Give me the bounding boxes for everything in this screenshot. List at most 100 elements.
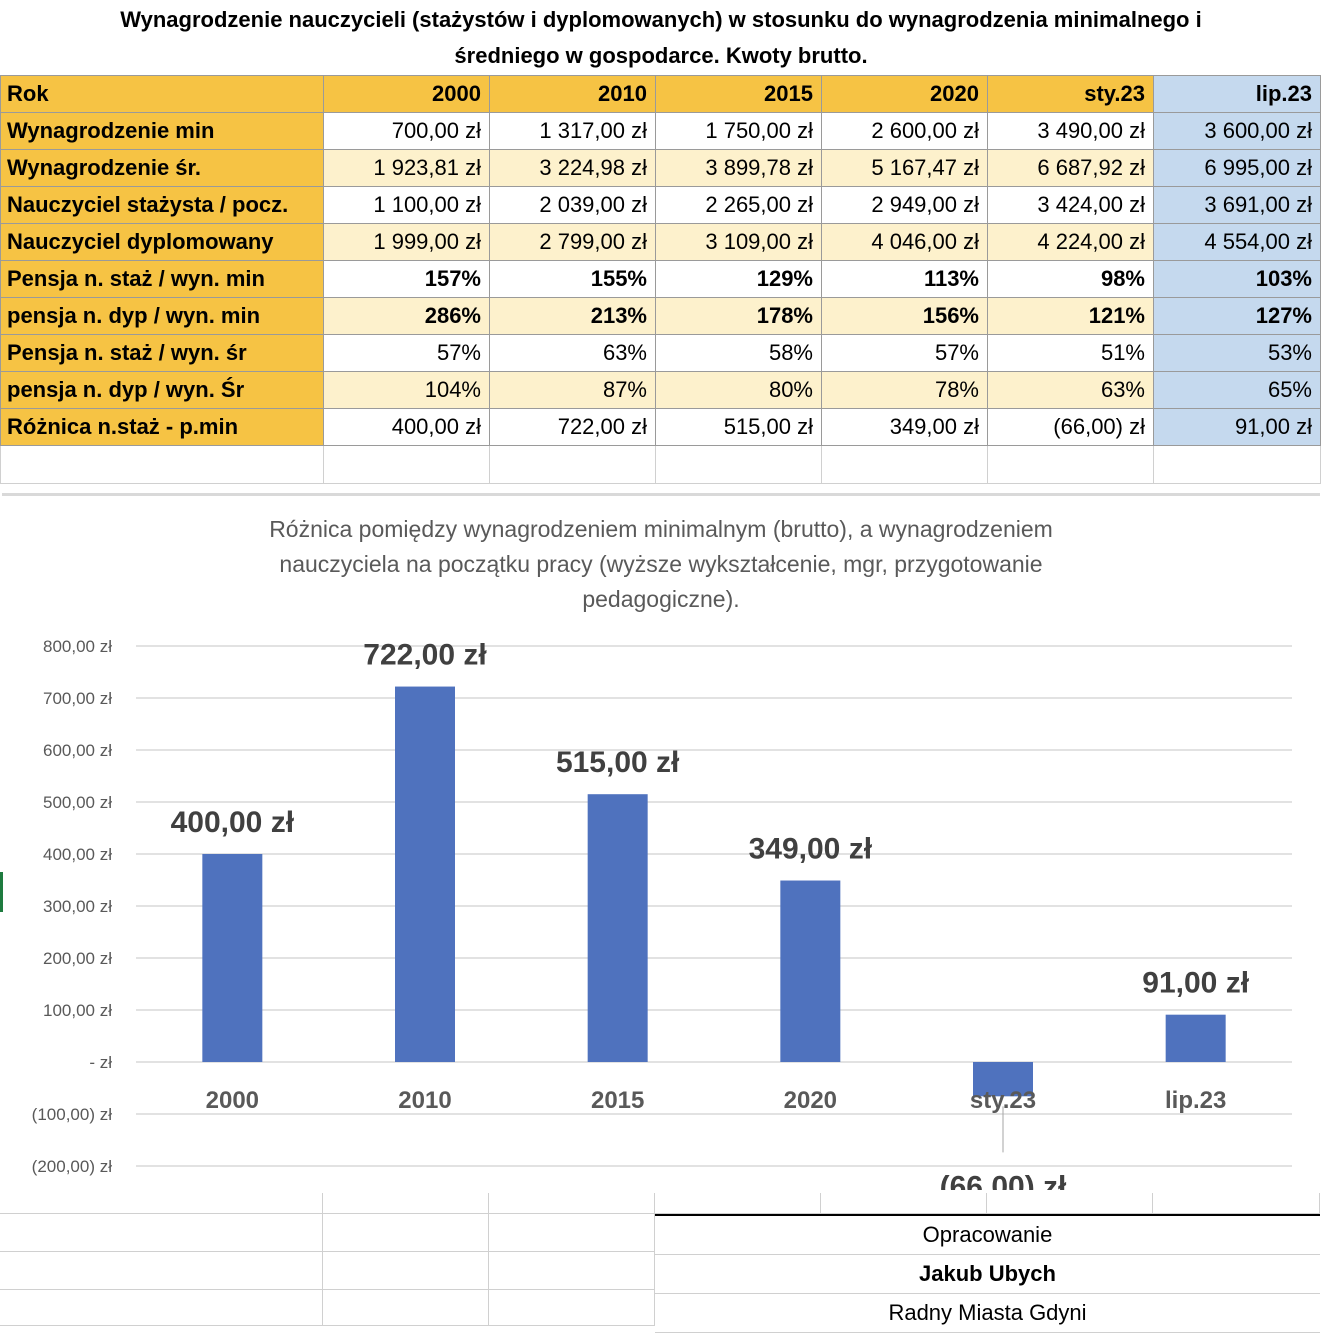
empty-cell[interactable] [1153, 445, 1321, 484]
table-cell[interactable]: 98% [987, 260, 1154, 298]
table-cell[interactable]: 127% [1153, 297, 1321, 335]
table-cell[interactable]: 2 949,00 zł [821, 186, 988, 224]
table-cell[interactable]: 113% [821, 260, 988, 298]
table-cell[interactable]: 3 691,00 zł [1153, 186, 1321, 224]
empty-cell[interactable] [323, 1252, 489, 1290]
chart-title-line-2: nauczyciela na początku pracy (wyższe wy… [279, 551, 1043, 577]
author-name[interactable]: Jakub Ubych [655, 1255, 1320, 1294]
table-cell[interactable]: 156% [821, 297, 988, 335]
header-cell[interactable]: sty.23 [987, 75, 1154, 113]
empty-cell[interactable] [0, 1290, 323, 1326]
table-cell[interactable]: 51% [987, 334, 1154, 372]
empty-cell[interactable] [323, 1290, 489, 1326]
table-cell[interactable]: 91,00 zł [1153, 408, 1321, 446]
empty-cell[interactable] [655, 1193, 821, 1214]
empty-cell[interactable] [323, 1193, 489, 1214]
table-cell[interactable]: 80% [655, 371, 822, 409]
table-cell[interactable]: 57% [323, 334, 490, 372]
header-cell[interactable]: Rok [0, 75, 324, 113]
table-cell[interactable]: 87% [489, 371, 656, 409]
row-label[interactable]: Pensja n. staż / wyn. śr [0, 334, 324, 372]
table-cell[interactable]: 57% [821, 334, 988, 372]
table-cell[interactable]: 5 167,47 zł [821, 149, 988, 187]
empty-cell[interactable] [987, 445, 1154, 484]
table-cell[interactable]: 178% [655, 297, 822, 335]
empty-cell[interactable] [821, 1193, 987, 1214]
table-cell[interactable]: 400,00 zł [323, 408, 490, 446]
table-cell[interactable]: 349,00 zł [821, 408, 988, 446]
table-cell[interactable]: 6 995,00 zł [1153, 149, 1321, 187]
header-cell[interactable]: lip.23 [1153, 75, 1321, 113]
empty-cell[interactable] [489, 445, 656, 484]
table-cell[interactable]: 155% [489, 260, 656, 298]
table-cell[interactable]: 4 224,00 zł [987, 223, 1154, 261]
table-cell[interactable]: 3 490,00 zł [987, 112, 1154, 150]
row-label[interactable]: Wynagrodzenie śr. [0, 149, 324, 187]
empty-cell[interactable] [323, 445, 490, 484]
table-cell[interactable]: 722,00 zł [489, 408, 656, 446]
credit-caption[interactable]: Opracowanie [655, 1216, 1320, 1255]
row-label[interactable]: Różnica n.staż - p.min [0, 408, 324, 446]
table-cell[interactable]: 3 899,78 zł [655, 149, 822, 187]
table-cell[interactable]: 157% [323, 260, 490, 298]
empty-cell[interactable] [323, 1214, 489, 1252]
table-cell[interactable]: 3 109,00 zł [655, 223, 822, 261]
header-cell[interactable]: 2020 [821, 75, 988, 113]
table-cell[interactable]: 4 046,00 zł [821, 223, 988, 261]
table-cell[interactable]: 213% [489, 297, 656, 335]
row-label[interactable]: pensja n. dyp / wyn. Śr [0, 371, 324, 409]
row-label[interactable]: Nauczyciel dyplomowany [0, 223, 324, 261]
empty-cell[interactable] [987, 1193, 1153, 1214]
empty-cell[interactable] [489, 1290, 655, 1326]
row-label[interactable]: Pensja n. staż / wyn. min [0, 260, 324, 298]
empty-cell[interactable] [0, 1193, 323, 1214]
table-cell[interactable]: 4 554,00 zł [1153, 223, 1321, 261]
table-cell[interactable]: 2 799,00 zł [489, 223, 656, 261]
table-cell[interactable]: 515,00 zł [655, 408, 822, 446]
header-cell[interactable]: 2000 [323, 75, 490, 113]
row-label[interactable]: Nauczyciel stażysta / pocz. [0, 186, 324, 224]
table-cell[interactable]: 2 265,00 zł [655, 186, 822, 224]
table-cell[interactable]: 78% [821, 371, 988, 409]
table-cell[interactable]: 104% [323, 371, 490, 409]
table-cell[interactable]: 1 317,00 zł [489, 112, 656, 150]
table-cell[interactable]: 1 923,81 zł [323, 149, 490, 187]
table-cell[interactable]: 129% [655, 260, 822, 298]
table-cell[interactable]: 53% [1153, 334, 1321, 372]
empty-cell[interactable] [655, 445, 822, 484]
empty-cell[interactable] [489, 1193, 655, 1214]
table-cell[interactable]: 6 687,92 zł [987, 149, 1154, 187]
chart-area[interactable] [2, 493, 1320, 1196]
empty-cell[interactable] [489, 1214, 655, 1252]
empty-cell[interactable] [0, 1252, 323, 1290]
table-cell[interactable]: 63% [489, 334, 656, 372]
table-cell[interactable]: 1 999,00 zł [323, 223, 490, 261]
table-cell[interactable]: 63% [987, 371, 1154, 409]
table-cell[interactable]: 103% [1153, 260, 1321, 298]
table-cell[interactable]: 65% [1153, 371, 1321, 409]
empty-cell[interactable] [1153, 1193, 1320, 1214]
table-cell[interactable]: 3 600,00 zł [1153, 112, 1321, 150]
empty-cell[interactable] [489, 1252, 655, 1290]
table-cell[interactable]: 3 224,98 zł [489, 149, 656, 187]
table-cell[interactable]: 1 100,00 zł [323, 186, 490, 224]
header-cell[interactable]: 2010 [489, 75, 656, 113]
empty-cell[interactable] [0, 445, 324, 484]
header-cell[interactable]: 2015 [655, 75, 822, 113]
table-cell[interactable]: 3 424,00 zł [987, 186, 1154, 224]
table-cell[interactable]: 121% [987, 297, 1154, 335]
author-role[interactable]: Radny Miasta Gdyni [655, 1294, 1320, 1333]
row-label[interactable]: pensja n. dyp / wyn. min [0, 297, 324, 335]
row-label[interactable]: Wynagrodzenie min [0, 112, 324, 150]
empty-cell[interactable] [0, 1214, 323, 1252]
table-cell[interactable]: 700,00 zł [323, 112, 490, 150]
table-cell[interactable]: 1 750,00 zł [655, 112, 822, 150]
table-cell[interactable]: (66,00) zł [987, 408, 1154, 446]
table-row: Wynagrodzenie min 700,00 zł 1 317,00 zł … [0, 112, 1321, 150]
table-cell[interactable]: 2 039,00 zł [489, 186, 656, 224]
table-row: Wynagrodzenie śr. 1 923,81 zł 3 224,98 z… [0, 149, 1321, 187]
table-cell[interactable]: 58% [655, 334, 822, 372]
table-cell[interactable]: 286% [323, 297, 490, 335]
table-cell[interactable]: 2 600,00 zł [821, 112, 988, 150]
empty-cell[interactable] [821, 445, 988, 484]
